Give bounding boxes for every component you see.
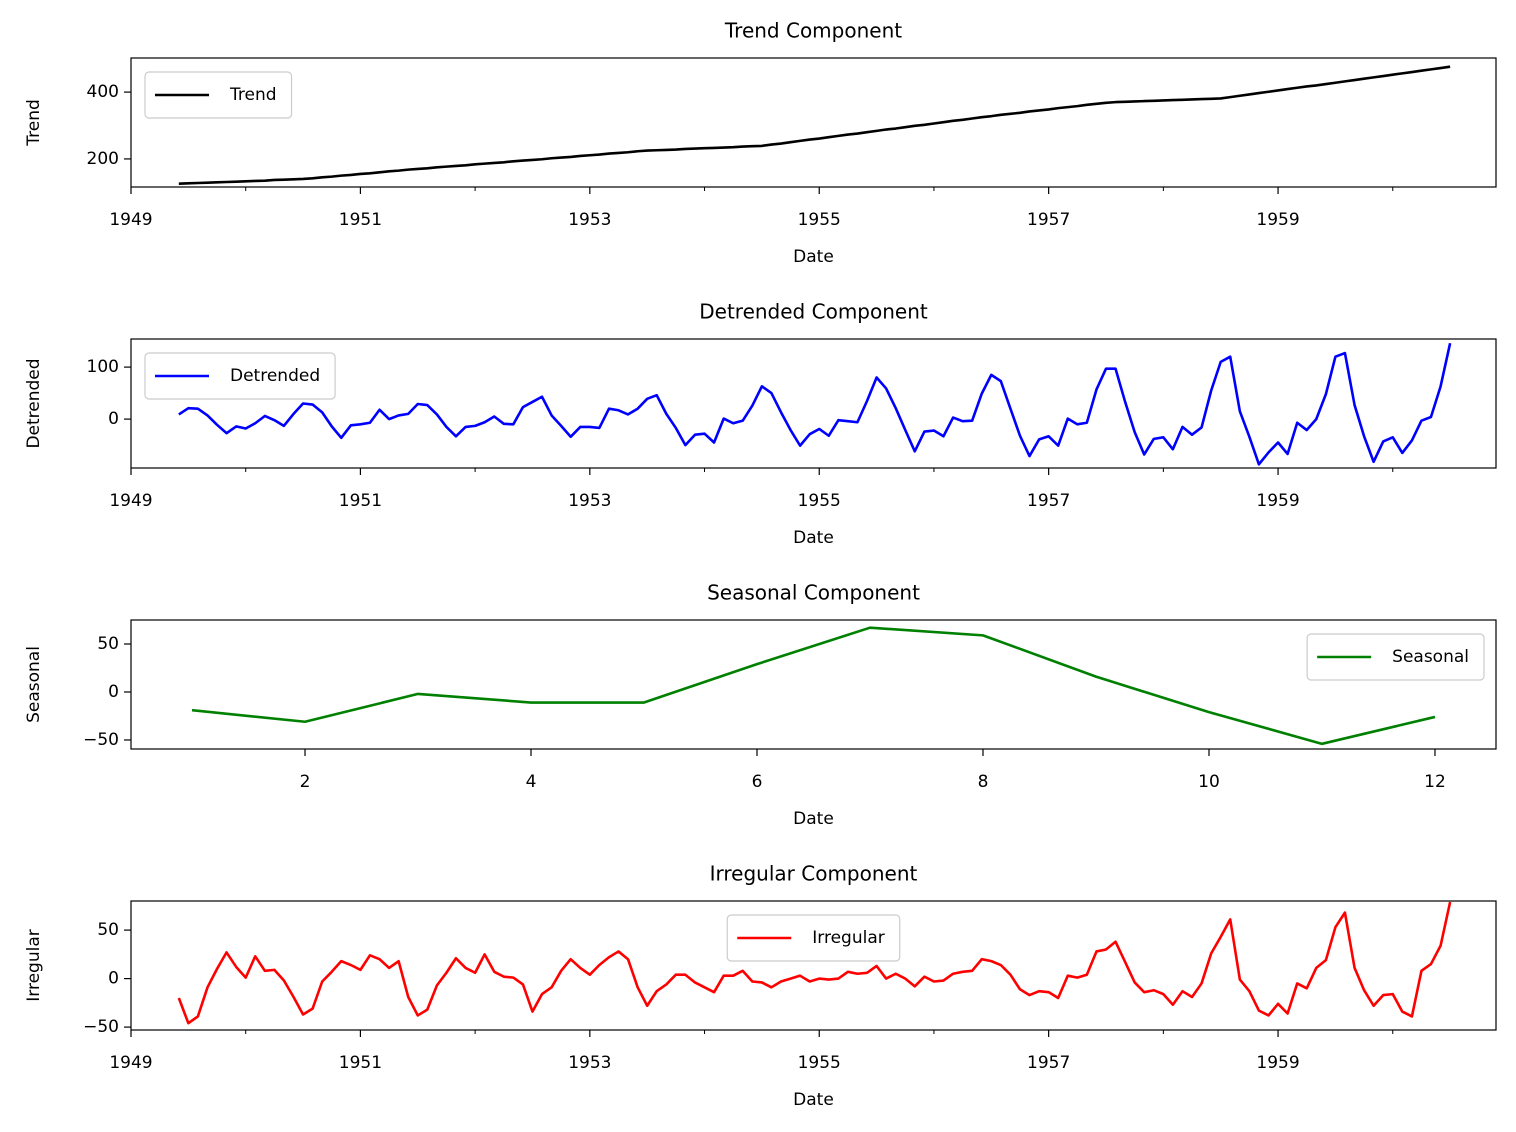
x-tick-label: 8 — [978, 772, 989, 792]
y-tick-label: −50 — [83, 1017, 119, 1037]
y-tick-label: 0 — [108, 409, 119, 429]
legend: Seasonal — [1306, 633, 1485, 681]
x-tick-label: 1957 — [1027, 210, 1070, 230]
x-tick-label: 1953 — [568, 491, 611, 511]
chart-title: Seasonal Component — [707, 581, 920, 605]
legend: Trend — [144, 71, 293, 119]
x-tick-label: 1949 — [109, 1053, 152, 1073]
series-line — [191, 626, 1436, 746]
x-tick-label: 1955 — [798, 1053, 841, 1073]
legend-label: Detrended — [230, 366, 320, 386]
y-tick-label: 0 — [108, 969, 119, 989]
y-tick-label: −50 — [83, 730, 119, 750]
x-axis-label: Date — [793, 247, 834, 267]
plot-frame — [130, 338, 1497, 469]
x-tick-label: 1957 — [1027, 491, 1070, 511]
y-axis-label: Irregular — [24, 929, 44, 1001]
legend-box — [1306, 633, 1485, 681]
plot-frame — [130, 619, 1497, 750]
y-tick-label: 200 — [87, 149, 119, 169]
legend-box — [144, 352, 336, 400]
plot-frame — [130, 57, 1497, 188]
legend-label: Seasonal — [1392, 647, 1469, 667]
x-tick-label: 6 — [752, 772, 763, 792]
x-tick-label: 4 — [526, 772, 537, 792]
x-axis-label: Date — [793, 809, 834, 829]
x-tick-label: 1959 — [1256, 210, 1299, 230]
x-tick-label: 1959 — [1256, 491, 1299, 511]
series-line — [178, 65, 1451, 185]
x-tick-label: 1949 — [109, 210, 152, 230]
x-tick-label: 12 — [1424, 772, 1446, 792]
y-tick-label: 400 — [87, 82, 119, 102]
y-tick-label: 50 — [97, 920, 119, 940]
x-tick-label: 1959 — [1256, 1053, 1299, 1073]
y-axis-label: Detrended — [24, 358, 44, 448]
plot-frame — [130, 900, 1497, 1031]
x-tick-label: 1953 — [568, 210, 611, 230]
x-tick-label: 1949 — [109, 491, 152, 511]
legend-label: Irregular — [812, 928, 884, 948]
legend-label: Trend — [229, 85, 277, 105]
y-tick-label: 100 — [87, 357, 119, 377]
x-tick-label: 1951 — [339, 210, 382, 230]
y-tick-label: 50 — [97, 634, 119, 654]
legend-box — [144, 71, 293, 119]
y-axis-label: Seasonal — [24, 646, 44, 723]
y-axis-label: Trend — [24, 99, 44, 147]
x-tick-label: 1955 — [798, 210, 841, 230]
legend-box — [726, 914, 901, 962]
chart-title: Trend Component — [724, 19, 902, 43]
series-line — [178, 342, 1452, 466]
x-tick-label: 1951 — [339, 491, 382, 511]
x-axis-label: Date — [793, 1090, 834, 1110]
x-tick-label: 1951 — [339, 1053, 382, 1073]
x-tick-label: 1953 — [568, 1053, 611, 1073]
series-line — [177, 901, 1452, 1025]
legend: Detrended — [144, 352, 336, 400]
x-tick-label: 10 — [1198, 772, 1220, 792]
x-tick-label: 2 — [300, 772, 311, 792]
chart-title: Irregular Component — [710, 862, 918, 886]
y-tick-label: 0 — [108, 682, 119, 702]
chart-title: Detrended Component — [699, 300, 928, 324]
x-axis-label: Date — [793, 528, 834, 548]
x-tick-label: 1957 — [1027, 1053, 1070, 1073]
x-tick-label: 1955 — [798, 491, 841, 511]
legend: Irregular — [726, 914, 901, 962]
